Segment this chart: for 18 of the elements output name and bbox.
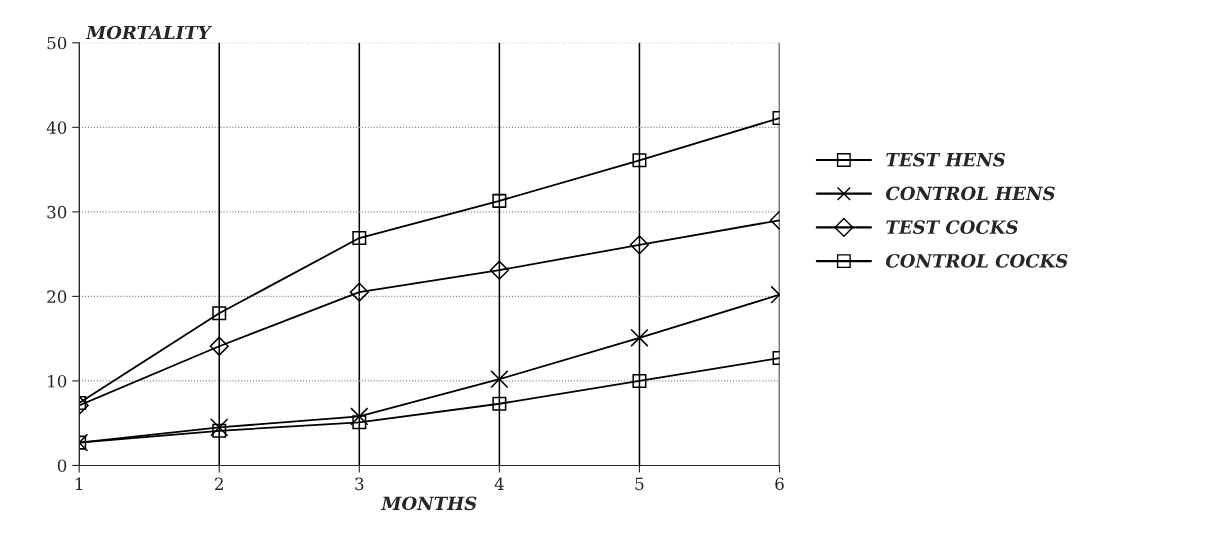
- y-tick-label: 10: [48, 374, 67, 388]
- y-tick-label: 20: [47, 290, 67, 303]
- y-tick-label: 50: [47, 36, 67, 50]
- x-tick-label: 2: [215, 477, 223, 490]
- legend-label: CONTROL COCKS: [885, 254, 1068, 268]
- x-tick-label: 6: [775, 477, 784, 491]
- legend-label: TEST HENS: [886, 152, 1005, 167]
- legend-label: TEST COCKS: [886, 220, 1018, 234]
- y-tick-label: 0: [57, 459, 67, 473]
- x-tick-label: 5: [635, 477, 644, 491]
- x-tick-label: 4: [494, 477, 504, 490]
- x-tick-label: 1: [75, 477, 83, 490]
- y-tick-label: 30: [47, 205, 67, 219]
- y-axis-title: MORTALITY: [85, 25, 212, 40]
- x-axis-title: MONTHS: [380, 496, 477, 511]
- y-tick-label: 40: [46, 121, 67, 134]
- x-tick-label: 3: [355, 477, 364, 491]
- legend-label: CONTROL HENS: [885, 186, 1055, 201]
